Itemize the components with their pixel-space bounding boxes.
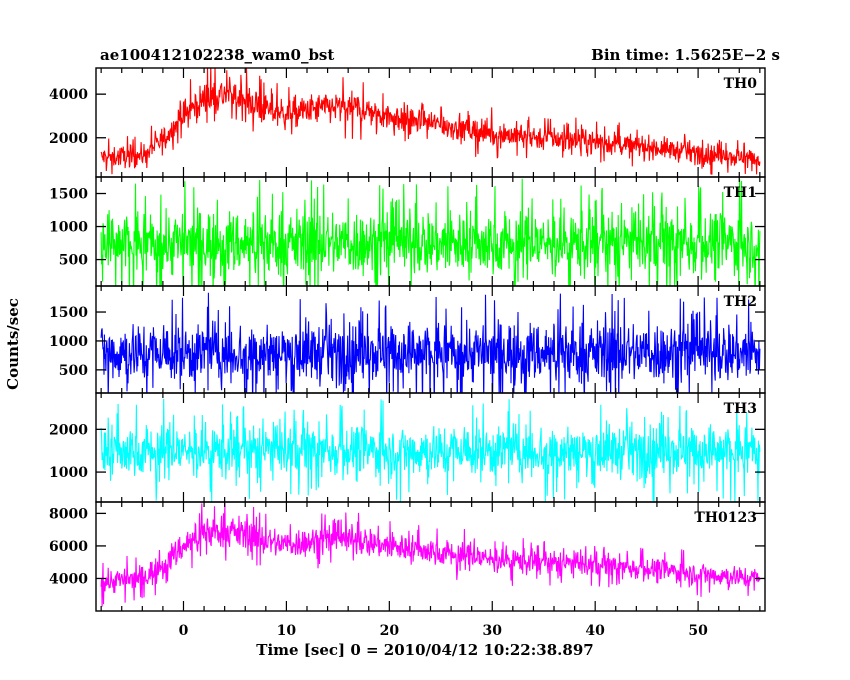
y-tick-label-th0123-4000: 4000 xyxy=(49,571,88,587)
series-th0123 xyxy=(100,503,761,607)
y-tick-label-th0-2000: 2000 xyxy=(49,131,88,147)
x-tick-label-10: 10 xyxy=(277,623,297,639)
y-tick-label-th2-500: 500 xyxy=(59,363,88,379)
plot-title-left: ae100412102238_wam0_bst xyxy=(100,46,334,64)
panel-label-th2: TH2 xyxy=(724,294,757,310)
x-tick-label-40: 40 xyxy=(585,623,605,639)
panel-label-th1: TH1 xyxy=(724,185,757,201)
x-tick-label-50: 50 xyxy=(688,623,708,639)
panel-th0: 2000 4000 TH0 xyxy=(49,67,766,178)
x-tick-label-0: 0 xyxy=(179,623,189,639)
panel-label-th0123: TH0123 xyxy=(694,510,757,526)
series-th0 xyxy=(100,68,761,175)
y-tick-label-th1-1500: 1500 xyxy=(49,187,88,203)
series-th2 xyxy=(100,292,761,393)
y-axis-label: Counts/sec xyxy=(4,298,22,390)
y-tick-label-th2-1500: 1500 xyxy=(49,305,88,321)
panel-th0123: 4000 6000 8000 TH0123 xyxy=(49,501,766,612)
y-tick-label-th1-1000: 1000 xyxy=(49,220,88,236)
plot-title-right: Bin time: 1.5625E−2 s xyxy=(591,46,780,64)
y-tick-label-th0123-6000: 6000 xyxy=(49,539,88,555)
x-tick-label-20: 20 xyxy=(380,623,400,639)
x-axis-label: Time [sec] 0 = 2010/04/12 10:22:38.897 xyxy=(256,641,593,659)
panel-label-th0: TH0 xyxy=(724,76,758,92)
y-tick-label-th1-500: 500 xyxy=(59,253,88,269)
y-tick-label-th0-4000: 4000 xyxy=(49,87,88,103)
panel-label-th3: TH3 xyxy=(724,401,757,417)
series-th3 xyxy=(100,398,761,502)
x-tick-label-30: 30 xyxy=(483,623,503,639)
panel-th1: 500 1000 1500 TH1 xyxy=(49,176,766,287)
y-tick-label-th3-1000: 1000 xyxy=(49,465,88,481)
series-th1 xyxy=(100,178,761,286)
panel-th3: 1000 2000 TH3 xyxy=(49,392,766,503)
panel-th2: 500 1000 1500 TH2 xyxy=(49,285,766,394)
y-tick-label-th0123-8000: 8000 xyxy=(49,506,88,522)
y-tick-label-th3-2000: 2000 xyxy=(49,422,88,438)
y-tick-label-th2-1000: 1000 xyxy=(49,334,88,350)
